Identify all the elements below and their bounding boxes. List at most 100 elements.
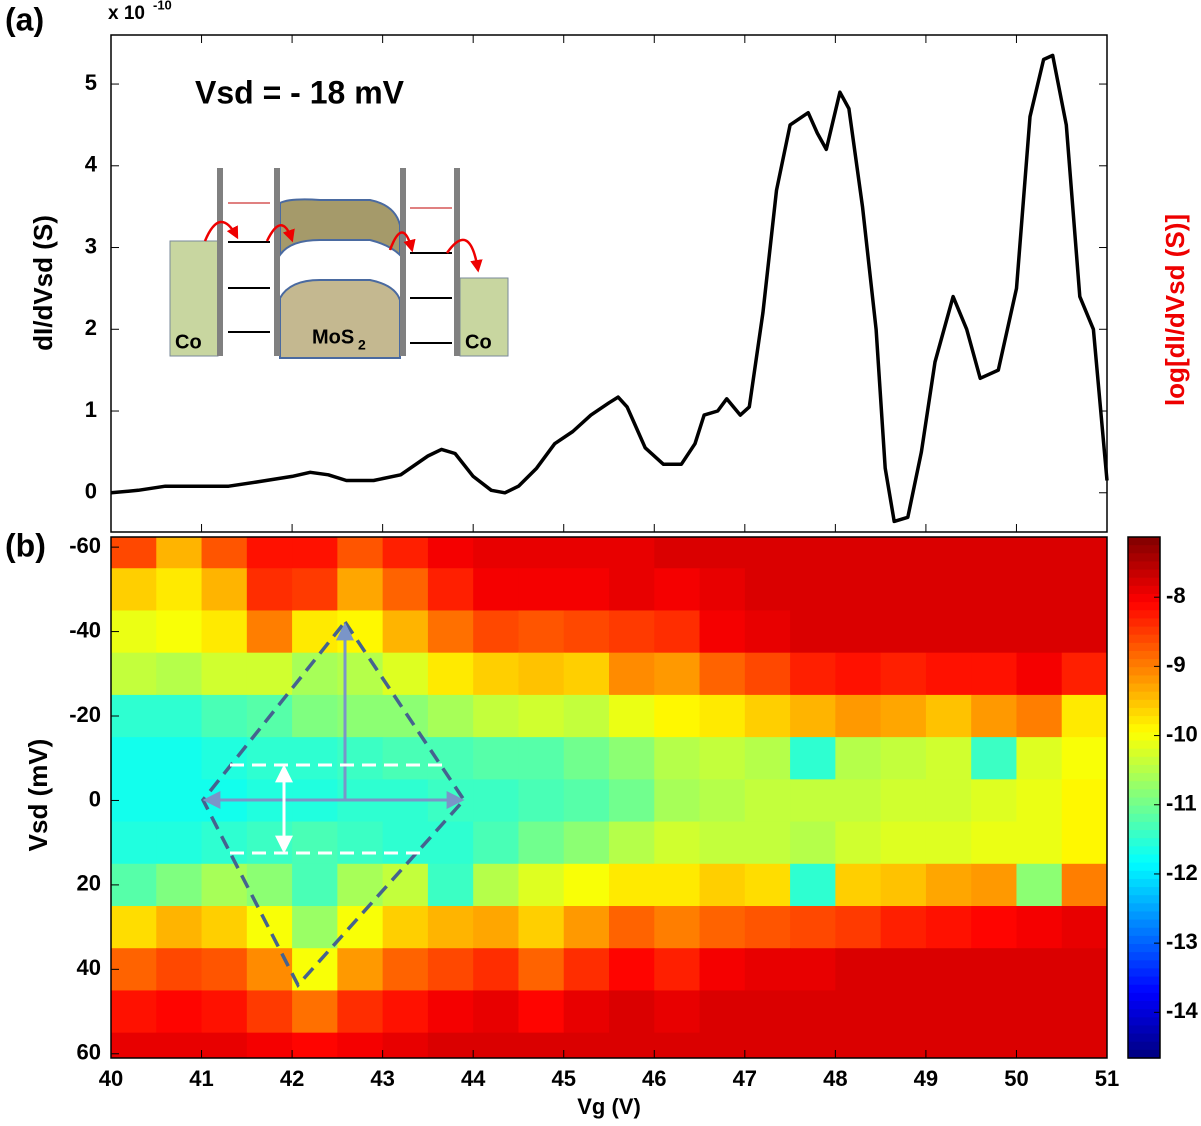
heatmap-cell	[563, 568, 610, 612]
heatmap-cell	[292, 990, 338, 1034]
colorbar-swatch	[1128, 944, 1160, 953]
heatmap-cell	[473, 906, 520, 949]
heatmap-cell	[925, 537, 972, 569]
band	[279, 279, 401, 359]
heatmap-cell	[156, 821, 203, 865]
heatmap-cell	[518, 863, 565, 907]
inset-label: MoS	[312, 326, 354, 348]
heatmap-cell	[699, 863, 746, 907]
colorbar-swatch	[1128, 724, 1160, 733]
heatmap-cell	[835, 537, 882, 569]
heatmap-cell	[790, 1032, 836, 1058]
panel-label: (a)	[5, 1, 44, 37]
heatmap-cell	[473, 948, 520, 992]
heatmap-cell	[790, 652, 836, 696]
colorbar-swatch	[1128, 960, 1160, 970]
heatmap-cell	[518, 948, 565, 992]
heatmap-cell	[654, 906, 701, 949]
heatmap-cell	[382, 1032, 429, 1058]
colorbar-swatch	[1128, 846, 1160, 856]
colorbar-swatch	[1128, 740, 1160, 750]
colorbar-tick-label: -12	[1166, 860, 1198, 885]
heatmap-cell	[1061, 821, 1107, 865]
heatmap-cell	[654, 990, 701, 1034]
heatmap-cell	[835, 779, 882, 823]
heatmap-cell	[699, 694, 746, 738]
colorbar-swatch	[1128, 748, 1160, 758]
heatmap-cell	[156, 990, 203, 1034]
heatmap-cell	[1061, 990, 1107, 1034]
heatmap-cell	[609, 537, 655, 569]
colorbar-swatch	[1128, 667, 1160, 676]
colorbar-swatch	[1128, 764, 1160, 774]
inset-label: Co	[465, 331, 492, 353]
heatmap-cell	[427, 1032, 474, 1058]
heatmap-cell	[835, 906, 882, 949]
heatmap-cell	[427, 568, 474, 612]
heatmap-cell	[1061, 779, 1107, 823]
heatmap-cell	[925, 694, 972, 738]
heatmap-cell	[246, 652, 293, 696]
y-tick-label: 2	[85, 315, 97, 340]
heatmap-cell	[880, 694, 927, 738]
inset-subscript: 2	[358, 337, 366, 353]
heatmap-cell	[1016, 568, 1063, 612]
heatmap-cell	[1061, 568, 1107, 612]
heatmap-cell	[835, 821, 882, 865]
heatmap-cell	[835, 948, 882, 992]
heatmap-cell	[156, 537, 203, 569]
x-tick-label: 45	[551, 1066, 575, 1091]
heatmap-cell	[609, 1032, 655, 1058]
heatmap-cell	[971, 737, 1018, 780]
heatmap-cell	[518, 694, 565, 738]
heatmap-cell	[427, 652, 474, 696]
heatmap-cell	[473, 990, 520, 1034]
x-tick-label: 51	[1095, 1066, 1119, 1091]
heatmap-cell	[201, 863, 248, 907]
heatmap-cell	[790, 863, 836, 907]
x-tick-label: 46	[642, 1066, 666, 1091]
heatmap-cell	[1061, 863, 1107, 907]
heatmap-cell	[699, 568, 746, 612]
heatmap-cell	[246, 821, 293, 865]
heatmap-cell	[563, 863, 610, 907]
x-tick-label: 49	[914, 1066, 938, 1091]
colorbar-swatch	[1128, 716, 1160, 725]
heatmap-cell	[427, 948, 474, 992]
heatmap-cell	[563, 906, 610, 949]
heatmap-cell	[971, 821, 1018, 865]
heatmap-cell	[518, 652, 565, 696]
heatmap-cell	[609, 821, 655, 865]
heatmap-cell	[156, 568, 203, 612]
colorbar-tick-label: -8	[1166, 583, 1186, 608]
y-tick-label: 3	[85, 233, 97, 258]
heatmap-cell	[246, 990, 293, 1034]
x-tick-label: 41	[189, 1066, 213, 1091]
heatmap-cell	[473, 694, 520, 738]
colorbar-swatch	[1128, 593, 1160, 603]
axes-frame-a	[110, 34, 1108, 533]
data-line	[110, 53, 1109, 524]
heatmap-cell	[971, 1032, 1018, 1058]
heatmap-cell	[201, 906, 248, 949]
heatmap-cell	[654, 737, 701, 780]
heatmap-cell	[518, 1032, 565, 1058]
heatmap-cell	[1061, 652, 1107, 696]
colorbar-swatch	[1128, 626, 1160, 636]
heatmap-cell	[971, 779, 1018, 823]
heatmap-cell	[563, 990, 610, 1034]
colorbar-swatch	[1128, 870, 1160, 880]
heatmap-cell	[111, 568, 157, 612]
heatmap-cell	[790, 821, 836, 865]
heatmap-cell	[382, 694, 429, 738]
heatmap-cell	[201, 694, 248, 738]
heatmap-cell	[337, 537, 384, 569]
heatmap-cell	[563, 694, 610, 738]
heatmap-cell	[246, 948, 293, 992]
heatmap-cell	[790, 694, 836, 738]
heatmap-cell	[744, 537, 791, 569]
heatmap-cell	[563, 779, 610, 823]
heatmap-cell	[925, 990, 972, 1034]
colorbar-swatch	[1128, 732, 1160, 742]
colorbar-swatch	[1128, 650, 1160, 660]
